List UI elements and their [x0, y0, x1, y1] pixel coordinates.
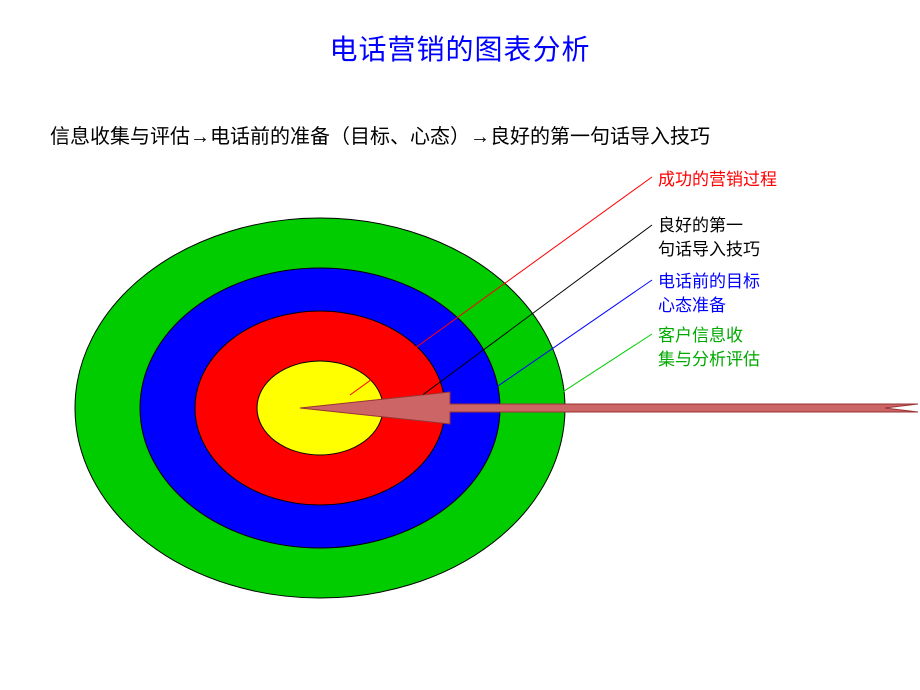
label-success: 成功的营销过程 — [658, 168, 777, 192]
target-diagram — [0, 0, 920, 690]
label-first-sentence: 良好的第一 句话导入技巧 — [658, 214, 760, 262]
label-pre-call: 电话前的目标 心态准备 — [658, 270, 760, 318]
label-info-collection: 客户信息收 集与分析评估 — [658, 324, 760, 372]
